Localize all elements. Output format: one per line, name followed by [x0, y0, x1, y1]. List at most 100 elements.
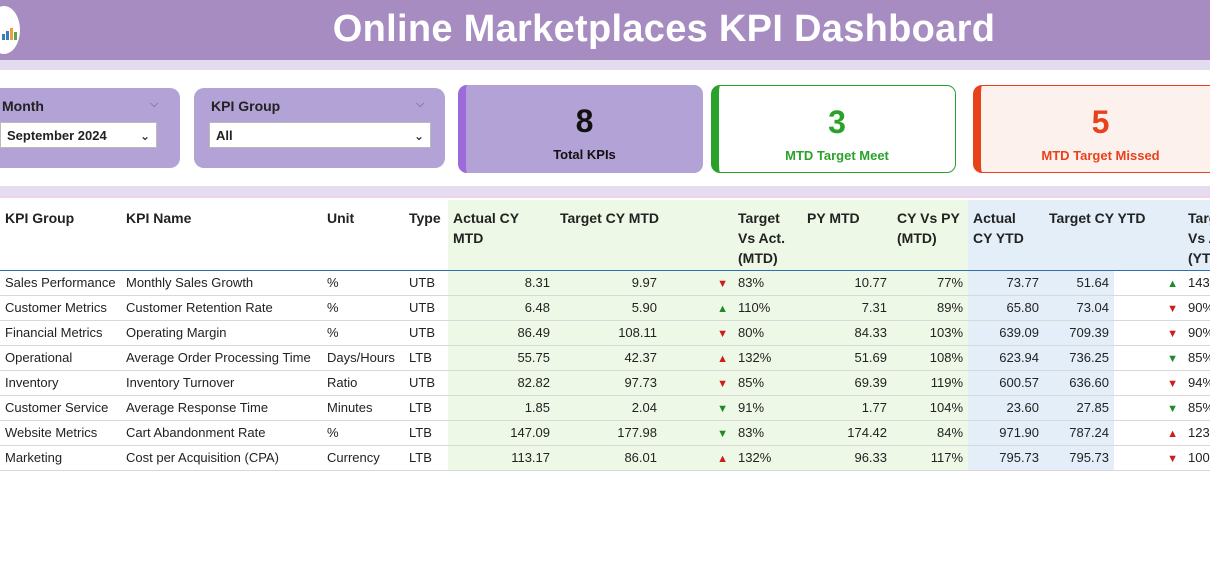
- col-target-cy-ytd[interactable]: Target CY YTD: [1044, 200, 1184, 270]
- col-target-vs-act-mtd[interactable]: Target Vs Act. (MTD): [733, 200, 803, 270]
- table-cell-name: Cart Abandonment Rate: [121, 420, 322, 446]
- arrow-down-icon: ▼: [1167, 328, 1179, 340]
- status-indicator: ▼: [662, 270, 734, 296]
- table-cell-ytd-pct: 90%: [1183, 295, 1210, 321]
- table-cell-name: Cost per Acquisition (CPA): [121, 445, 322, 471]
- kpi-group-dropdown-value: All: [216, 128, 233, 143]
- col-target-vs-act-ytd[interactable]: Target Vs Act. (YTD): [1183, 200, 1210, 270]
- arrow-down-icon: ▼: [717, 378, 729, 390]
- table-cell-py-mtd: 1.77: [802, 395, 893, 421]
- total-kpis-caption: Total KPIs: [553, 147, 616, 162]
- table-cell-group: Sales Performance: [0, 270, 121, 296]
- table-cell-mtd-pct: 83%: [733, 420, 803, 446]
- table-cell-tgt-ytd: 73.04: [1044, 295, 1115, 321]
- table-row[interactable]: Marketing Cost per Acquisition (CPA) Curre…: [0, 445, 1210, 471]
- table-cell-ytd-pct: 90%: [1183, 320, 1210, 346]
- table-cell-tgt-mtd: 5.90: [555, 295, 662, 321]
- table-cell-cy-py: 104%: [892, 395, 969, 421]
- table-cell-ytd-pct: 100%: [1183, 445, 1210, 471]
- table-row[interactable]: Website Metrics Cart Abandonment Rate% LTB…: [0, 420, 1210, 446]
- table-row[interactable]: Customer Service Average Response Time Min…: [0, 395, 1210, 421]
- col-cy-vs-py-mtd[interactable]: CY Vs PY (MTD): [892, 200, 969, 270]
- table-cell-act-mtd: 55.75: [448, 345, 555, 371]
- table-cell-mtd-pct: 85%: [733, 370, 803, 396]
- table-cell-act-ytd: 639.09: [968, 320, 1045, 346]
- mtd-target-meet-value: 3: [828, 104, 846, 140]
- table-cell-unit: Minutes: [322, 395, 404, 421]
- arrow-up-icon: ▲: [717, 353, 729, 365]
- col-py-mtd[interactable]: PY MTD: [802, 200, 893, 270]
- status-indicator: ▲: [662, 345, 734, 371]
- col-unit[interactable]: Unit: [327, 210, 355, 226]
- table-row[interactable]: Inventory Inventory Turnover Ratio UTB 82.82…: [0, 370, 1210, 396]
- table-cell-cy-py: 84%: [892, 420, 969, 446]
- table-cell-unit: Ratio: [322, 370, 404, 396]
- table-row[interactable]: Operational Average Order Processing Time…: [0, 345, 1210, 371]
- table-cell-group: Operational: [0, 345, 121, 371]
- month-slicer[interactable]: Month ⌵ September 2024 ⌄: [0, 88, 180, 168]
- chevron-down-icon[interactable]: ⌵: [150, 98, 159, 110]
- table-cell-type: UTB: [404, 320, 448, 346]
- table-row[interactable]: Financial Metrics Operating Margin% UTB 86.…: [0, 320, 1210, 346]
- col-kpi-name[interactable]: KPI Name: [126, 210, 192, 226]
- table-cell-group: Customer Metrics: [0, 295, 121, 321]
- table-cell-act-ytd: 623.94: [968, 345, 1045, 371]
- table-cell-ytd-pct: 123%: [1183, 420, 1210, 446]
- table-cell-unit: %: [322, 295, 404, 321]
- table-cell-act-mtd: 1.85: [448, 395, 555, 421]
- kpi-group-dropdown[interactable]: All ⌄: [209, 122, 431, 148]
- col-kpi-group[interactable]: KPI Group: [5, 210, 75, 226]
- table-cell-cy-py: 108%: [892, 345, 969, 371]
- table-cell-group: Inventory: [0, 370, 121, 396]
- status-indicator: ▼: [662, 370, 734, 396]
- table-cell-unit: %: [322, 320, 404, 346]
- month-dropdown[interactable]: September 2024 ⌄: [0, 122, 157, 148]
- table-cell-unit: Days/Hours: [322, 345, 404, 371]
- section-divider-accent: [0, 196, 1210, 198]
- kpi-group-slicer[interactable]: KPI Group ⌵ All ⌄: [194, 88, 445, 168]
- chevron-down-icon[interactable]: ⌄: [413, 129, 424, 143]
- table-row[interactable]: Sales Performance Monthly Sales Growth% UT…: [0, 270, 1210, 296]
- chevron-down-icon[interactable]: ⌄: [139, 129, 150, 143]
- status-indicator: ▲: [1114, 420, 1184, 446]
- table-cell-tgt-ytd: 27.85: [1044, 395, 1115, 421]
- page-title: Online Marketplaces KPI Dashboard: [332, 8, 996, 50]
- arrow-down-icon: ▼: [1167, 403, 1179, 415]
- table-cell-act-ytd: 65.80: [968, 295, 1045, 321]
- kpi-table: KPI Group KPI Name Unit Type Actual CY M…: [0, 200, 1210, 471]
- table-cell-ytd-pct: 85%: [1183, 395, 1210, 421]
- arrow-up-icon: ▲: [1167, 278, 1179, 290]
- table-cell-ytd-pct: 94%: [1183, 370, 1210, 396]
- table-cell-type: LTB: [404, 395, 448, 421]
- col-type[interactable]: Type: [409, 210, 441, 226]
- col-actual-cy-ytd[interactable]: Actual CY YTD: [968, 200, 1045, 270]
- table-cell-cy-py: 119%: [892, 370, 969, 396]
- table-cell-name: Average Order Processing Time: [121, 345, 322, 371]
- table-cell-tgt-mtd: 42.37: [555, 345, 662, 371]
- total-kpis-value: 8: [575, 103, 594, 139]
- dashboard-header: Online Marketplaces KPI Dashboard: [0, 0, 1210, 60]
- col-target-cy-mtd[interactable]: Target CY MTD: [555, 200, 734, 270]
- table-cell-type: LTB: [404, 420, 448, 446]
- col-actual-cy-mtd[interactable]: Actual CY MTD: [448, 200, 555, 270]
- table-cell-mtd-pct: 83%: [733, 270, 803, 296]
- table-cell-tgt-ytd: 636.60: [1044, 370, 1115, 396]
- table-cell-tgt-ytd: 51.64: [1044, 270, 1115, 296]
- table-row[interactable]: Customer Metrics Customer Retention Rate%…: [0, 295, 1210, 321]
- table-cell-tgt-mtd: 97.73: [555, 370, 662, 396]
- arrow-down-icon: ▼: [717, 428, 729, 440]
- status-indicator: ▼: [662, 320, 734, 346]
- table-cell-type: UTB: [404, 295, 448, 321]
- table-cell-act-mtd: 8.31: [448, 270, 555, 296]
- arrow-up-icon: ▲: [1167, 428, 1179, 440]
- table-cell-ytd-pct: 143%: [1183, 270, 1210, 296]
- arrow-down-icon: ▼: [717, 328, 729, 340]
- status-indicator: ▼: [1114, 345, 1184, 371]
- table-cell-name: Operating Margin: [121, 320, 322, 346]
- table-cell-cy-py: 89%: [892, 295, 969, 321]
- chevron-down-icon[interactable]: ⌵: [416, 98, 425, 110]
- table-cell-type: UTB: [404, 370, 448, 396]
- table-cell-tgt-ytd: 787.24: [1044, 420, 1115, 446]
- table-cell-tgt-ytd: 795.73: [1044, 445, 1115, 471]
- table-cell-tgt-ytd: 709.39: [1044, 320, 1115, 346]
